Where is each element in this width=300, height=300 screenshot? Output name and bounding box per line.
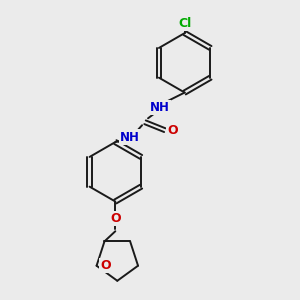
Text: O: O	[100, 259, 111, 272]
Text: NH: NH	[150, 101, 170, 114]
Text: Cl: Cl	[178, 17, 191, 30]
Text: NH: NH	[120, 130, 140, 144]
Text: O: O	[167, 124, 178, 137]
Text: O: O	[110, 212, 121, 225]
